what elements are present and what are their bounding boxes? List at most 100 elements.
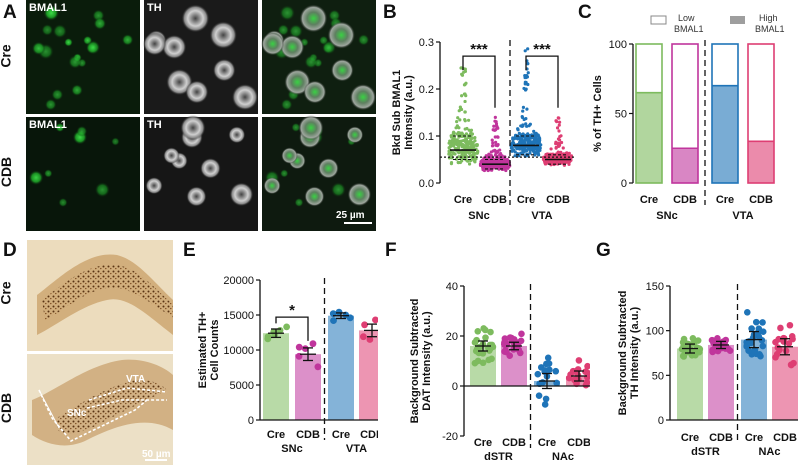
f-point bbox=[474, 328, 482, 335]
panel-label-d: D bbox=[3, 240, 17, 261]
e-point bbox=[309, 340, 317, 348]
panel-g-chart: 0 50 100 150 Background Subtracted TH Intensi… bbox=[617, 281, 798, 458]
f-y-axis-label: DAT Intensity (a.u.) bbox=[421, 311, 433, 411]
b-point bbox=[527, 136, 531, 140]
b-point bbox=[460, 94, 464, 98]
f-point bbox=[534, 370, 542, 378]
c-bar-outline bbox=[671, 43, 699, 184]
g-x-tick-label: Cre bbox=[681, 432, 699, 444]
e-significance-label: * bbox=[289, 302, 295, 319]
c-legend-label-high-2: BMAL1 bbox=[755, 24, 785, 34]
b-point bbox=[447, 141, 451, 145]
g-point bbox=[772, 353, 779, 361]
f-x-tick-label: CDB bbox=[567, 437, 590, 449]
b-point bbox=[471, 140, 475, 145]
b-point bbox=[528, 122, 532, 126]
f-point bbox=[487, 328, 494, 336]
panel-label-f: F bbox=[385, 240, 397, 261]
b-significance-label: *** bbox=[533, 41, 551, 58]
b-y-tick-label: 0.1 bbox=[419, 131, 434, 143]
f-point bbox=[485, 356, 492, 364]
b-point bbox=[493, 165, 497, 169]
b-point bbox=[468, 140, 472, 144]
b-point bbox=[452, 151, 456, 156]
f-y-tick-label: 20 bbox=[446, 331, 458, 343]
b-point bbox=[492, 124, 496, 128]
f-point bbox=[584, 362, 590, 370]
b-point bbox=[464, 137, 469, 141]
a-row-label-cdb: CDB bbox=[0, 156, 15, 188]
g-point bbox=[709, 348, 716, 356]
c-bar-high bbox=[672, 148, 698, 183]
e-bar bbox=[328, 315, 354, 420]
g-y-axis-label: TH Intensity (a.u.) bbox=[629, 307, 641, 400]
b-point bbox=[525, 107, 529, 111]
b-scatter-group-3 bbox=[541, 116, 574, 167]
panel-c-chart: 0 50 100 % of TH+ Cells Cre CDB Cre CDB SNc VTA Lo… bbox=[592, 13, 785, 222]
b-point bbox=[556, 116, 560, 120]
b-point bbox=[521, 123, 525, 127]
d-snc-outline bbox=[38, 389, 148, 442]
panel-a-image-grid bbox=[26, 0, 377, 231]
b-point bbox=[516, 145, 520, 149]
f-point bbox=[544, 354, 552, 362]
panel-d-image-stack bbox=[27, 240, 173, 465]
e-point bbox=[283, 323, 291, 331]
c-x-tick-label: Cre bbox=[716, 194, 734, 206]
f-point bbox=[482, 326, 489, 334]
g-point bbox=[690, 348, 698, 356]
f-x-tick-label: Cre bbox=[538, 437, 556, 449]
g-y-tick-label: 150 bbox=[646, 281, 664, 293]
b-point bbox=[460, 72, 464, 76]
f-x-tick-label: CDB bbox=[502, 437, 526, 449]
b-point bbox=[496, 135, 500, 139]
b-point bbox=[493, 148, 497, 152]
b-point bbox=[522, 86, 526, 91]
b-point bbox=[451, 142, 455, 146]
c-group-label: SNc bbox=[656, 210, 677, 222]
b-point bbox=[558, 134, 562, 139]
b-y-tick-label: 0.2 bbox=[419, 84, 434, 96]
g-x-tick-label: CDB bbox=[709, 432, 733, 444]
c-bar-outline bbox=[711, 43, 739, 184]
b-point bbox=[470, 132, 475, 136]
b-point bbox=[549, 147, 553, 151]
panel-label-g: G bbox=[596, 240, 611, 261]
f-point bbox=[584, 369, 590, 377]
b-point bbox=[516, 128, 520, 132]
b-point bbox=[459, 107, 464, 112]
d-cdb-neurons bbox=[57, 380, 167, 434]
d-row-label-cdb: CDB bbox=[0, 392, 15, 424]
b-point bbox=[532, 129, 536, 133]
b-point bbox=[526, 71, 530, 75]
b-point bbox=[455, 120, 459, 124]
g-point bbox=[696, 345, 704, 353]
e-bar bbox=[263, 333, 289, 420]
b-scatter-group-0 bbox=[447, 66, 480, 166]
b-point bbox=[460, 154, 464, 158]
e-y-tick-label: 5000 bbox=[230, 380, 254, 392]
b-point bbox=[524, 122, 528, 126]
g-point bbox=[748, 325, 755, 332]
b-point bbox=[536, 137, 540, 142]
b-point bbox=[559, 140, 564, 145]
b-point bbox=[543, 161, 547, 165]
panel-d-micrographs bbox=[27, 240, 173, 470]
b-y-tick-label: 0.0 bbox=[419, 178, 434, 190]
c-bar-outline bbox=[747, 43, 775, 184]
g-y-tick-label: 50 bbox=[652, 370, 664, 382]
b-point bbox=[451, 138, 455, 142]
b-point bbox=[523, 49, 527, 53]
b-point bbox=[490, 144, 495, 148]
e-point bbox=[314, 363, 322, 371]
b-point bbox=[467, 162, 472, 166]
b-point bbox=[488, 164, 492, 169]
b-point bbox=[490, 138, 494, 142]
f-point bbox=[471, 359, 479, 367]
b-point bbox=[456, 116, 460, 120]
g-point bbox=[745, 347, 752, 354]
b-point bbox=[557, 123, 561, 127]
f-y-tick-label: -20 bbox=[442, 431, 458, 443]
b-point bbox=[472, 158, 476, 163]
f-y-axis-label: Background Subtracted bbox=[409, 299, 421, 424]
